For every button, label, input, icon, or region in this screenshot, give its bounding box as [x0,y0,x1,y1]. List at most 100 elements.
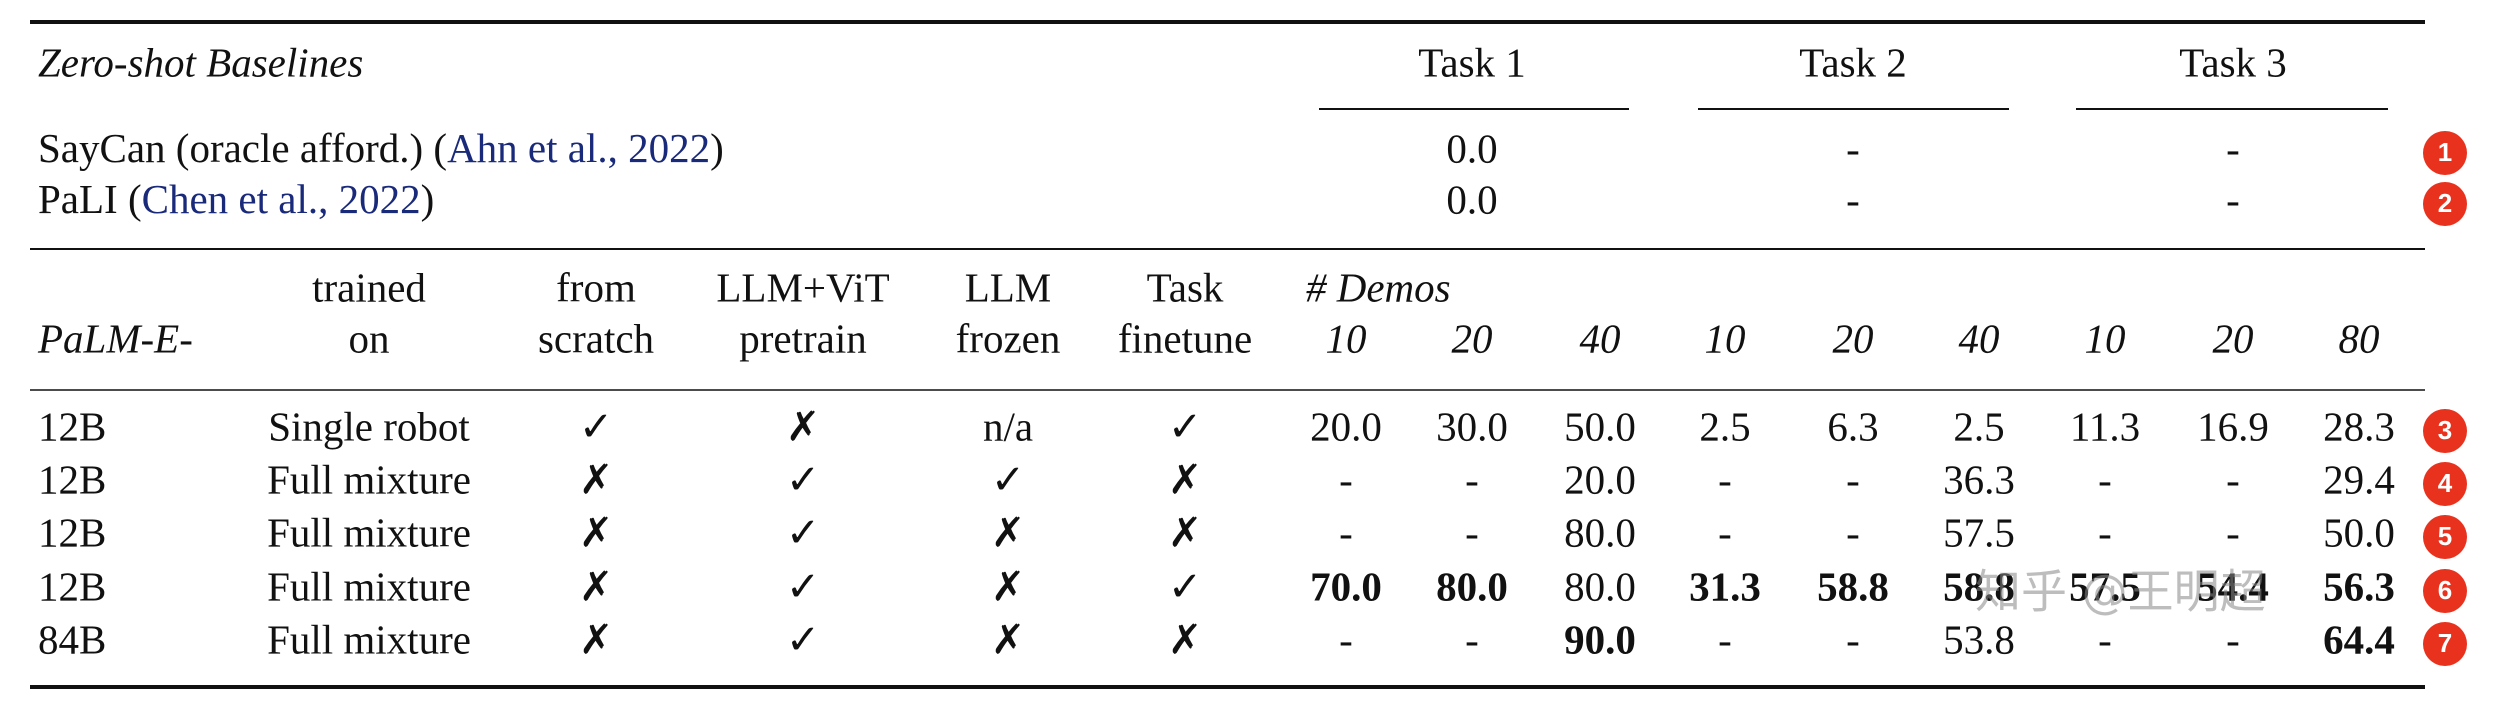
column-header: # Demos [1306,264,1451,310]
badge-label: 5 [2438,521,2452,551]
cell: - [1846,456,1860,502]
cell: 20.0 [1310,403,1382,449]
flag: ✗ [991,509,1025,555]
badge-label: 1 [2438,137,2452,167]
cell: - [2226,456,2240,502]
cell: - [1465,509,1479,555]
badge-label: 7 [2438,628,2452,658]
training-data: Full mixture [267,616,471,662]
demo-count: 20 [2213,315,2254,361]
cell: - [2098,616,2112,662]
badge-label: 6 [2438,575,2452,605]
cell: - [1846,616,1860,662]
model-size: 12B [38,456,106,502]
cell: - [1339,456,1353,502]
cell: 64.4 [2323,616,2395,662]
cell: 57.5 [2069,563,2141,609]
cell: 50.0 [1564,403,1636,449]
baseline-name: PaLI (Chen et al., 2022) [38,176,434,222]
flag: ✗ [579,563,613,609]
cell: 57.5 [1943,509,2015,555]
cell: 11.3 [2070,403,2140,449]
task-header: Task 3 [2179,39,2287,85]
cell: 6.3 [1827,403,1878,449]
demo-count: 10 [1705,315,1746,361]
cell: 70.0 [1310,563,1382,609]
cell: 29.4 [2323,456,2395,502]
cell: - [1339,616,1353,662]
column-header: LLM [965,264,1052,310]
demo-count: 20 [1833,315,1874,361]
cell: 28.3 [2323,403,2395,449]
column-header: trained [312,264,426,310]
cell: - [1846,509,1860,555]
cell: 58.8 [1817,563,1889,609]
flag: ✗ [579,456,613,502]
column-header: on [349,315,390,361]
badge [2423,622,2467,666]
flag: ✗ [1168,509,1202,555]
cell: 16.9 [2197,403,2269,449]
cell: 90.0 [1564,616,1636,662]
flag: ✓ [786,616,820,662]
flag: ✗ [991,616,1025,662]
badge [2423,569,2467,613]
section-title: Zero-shot Baselines [38,39,363,85]
baseline-name: SayCan (oracle afford.) (Ahn et al., 202… [38,125,724,171]
citation[interactable]: Ahn et al., 2022 [447,125,710,171]
column-header: from [556,264,636,310]
flag: ✗ [579,509,613,555]
cell: 20.0 [1564,456,1636,502]
cell: - [2226,176,2240,222]
column-header: pretrain [739,315,866,361]
badge [2423,409,2467,453]
cell: 80.0 [1564,509,1636,555]
cell: - [2098,509,2112,555]
cell: - [1718,456,1732,502]
training-data: Full mixture [267,563,471,609]
cell: 54.4 [2197,563,2269,609]
cell: - [2226,125,2240,171]
badge-label: 2 [2438,188,2452,218]
badge [2423,182,2467,226]
column-header: frozen [956,315,1061,361]
cell: - [1718,509,1732,555]
cell: 36.3 [1943,456,2015,502]
model-size: 84B [38,616,106,662]
cell: 2.5 [1953,403,2004,449]
cell: 53.8 [1943,616,2015,662]
model-size: 12B [38,563,106,609]
badge-label: 4 [2438,468,2453,498]
badge-label: 3 [2438,415,2452,445]
flag: ✗ [786,403,820,449]
watermark: 知乎 @王明超 [1975,565,2266,619]
column-header: PaLM-E- [37,315,193,361]
demo-count: 40 [1959,315,2000,361]
cell: - [1465,456,1479,502]
cell: - [1465,616,1479,662]
demo-count: 40 [1580,315,1621,361]
demo-count: 10 [1326,315,1367,361]
cell: - [1718,616,1732,662]
baseline-close: ) [421,176,435,222]
cell: - [2098,456,2112,502]
citation[interactable]: Chen et al., 2022 [142,176,421,222]
flag: ✗ [1168,456,1202,502]
column-header: LLM+ViT [716,264,889,310]
demo-count: 10 [2085,315,2126,361]
cell: - [1846,125,1860,171]
flag: ✓ [991,456,1025,502]
model-size: 12B [38,509,106,555]
demo-count: 20 [1452,315,1493,361]
cell: 2.5 [1699,403,1750,449]
baseline-label: SayCan (oracle afford.) ( [38,125,447,171]
flag: ✗ [1168,616,1202,662]
badge [2423,515,2467,559]
flag: ✓ [786,456,820,502]
cell: - [2226,616,2240,662]
flag: ✗ [579,616,613,662]
cell: 0.0 [1446,125,1497,171]
training-data: Full mixture [267,509,471,555]
